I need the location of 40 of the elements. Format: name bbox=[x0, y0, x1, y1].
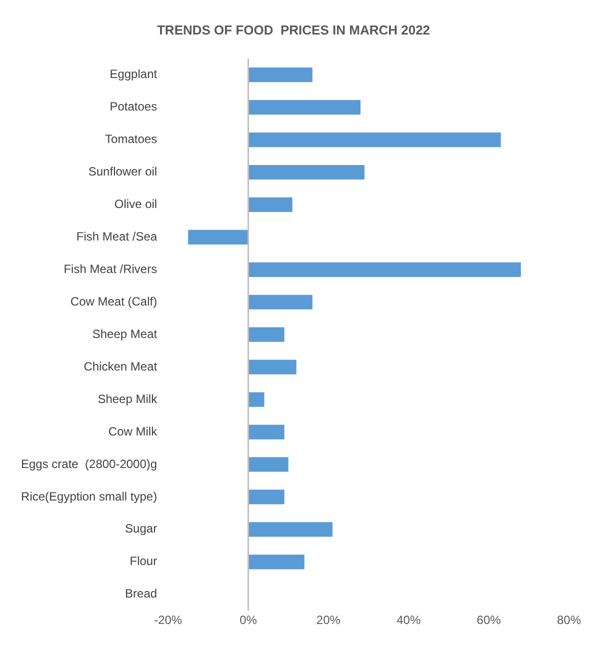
chart-title: TRENDS OF FOOD PRICES IN MARCH 2022 bbox=[156, 22, 430, 38]
bar bbox=[248, 554, 304, 570]
bar bbox=[248, 327, 284, 342]
bar bbox=[248, 197, 292, 212]
y-tick-label: Olive oil bbox=[114, 197, 158, 212]
x-tick-label: 60% bbox=[476, 613, 502, 628]
y-tick-label: Sheep Meat bbox=[92, 326, 158, 341]
bar bbox=[248, 100, 361, 115]
y-tick-label: Cow Milk bbox=[108, 424, 158, 438]
bar bbox=[248, 132, 501, 148]
y-tick-label: Cow Meat (Calf) bbox=[70, 294, 158, 308]
y-tick-label: Rice(Egyption small type) bbox=[21, 489, 158, 504]
bar bbox=[248, 490, 284, 504]
bar bbox=[248, 262, 521, 277]
x-tick-label: 80% bbox=[556, 613, 582, 628]
y-tick-label: Sugar bbox=[125, 522, 158, 536]
x-tick-label: 40% bbox=[396, 613, 421, 628]
y-tick-label: Sheep Milk bbox=[98, 392, 158, 406]
x-tick-label: -20% bbox=[154, 613, 182, 628]
bar bbox=[248, 392, 264, 407]
x-tick-label: 20% bbox=[316, 613, 341, 628]
y-tick-label: Fish Meat /Sea bbox=[76, 230, 158, 244]
bar bbox=[248, 360, 296, 374]
bar bbox=[248, 164, 365, 180]
x-tick-label: 0% bbox=[240, 613, 258, 628]
y-tick-label: Sunflower oil bbox=[88, 164, 158, 179]
y-tick-label: Fish Meat /Rivers bbox=[64, 262, 158, 276]
y-tick-label: Eggs crate (2800-2000)g bbox=[20, 456, 158, 471]
bar bbox=[248, 457, 288, 472]
y-tick-label: Tomatoes bbox=[105, 132, 158, 146]
bar bbox=[188, 230, 248, 244]
y-tick-label: Bread bbox=[125, 586, 158, 601]
y-tick-label: Eggplant bbox=[110, 67, 158, 82]
bar bbox=[248, 424, 284, 440]
bar bbox=[248, 294, 312, 310]
bar bbox=[248, 68, 312, 82]
bar bbox=[248, 522, 332, 537]
y-tick-label: Flour bbox=[130, 554, 158, 568]
y-tick-label: Potatoes bbox=[110, 100, 158, 114]
y-tick-label: Chicken Meat bbox=[84, 359, 158, 374]
